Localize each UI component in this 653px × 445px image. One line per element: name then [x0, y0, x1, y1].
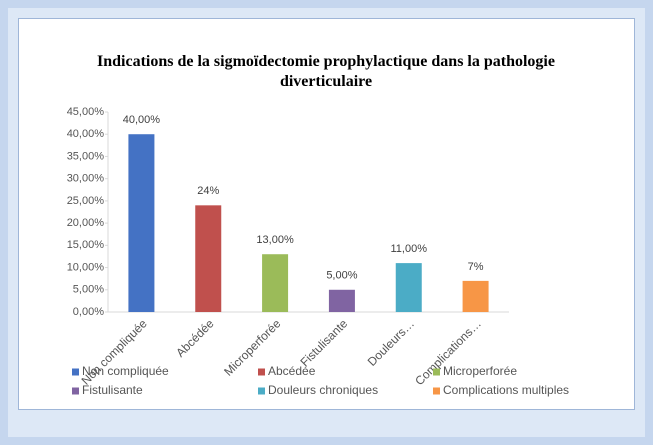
bar	[128, 134, 155, 312]
legend-label: Fistulisante	[82, 383, 143, 397]
data-label: 24%	[197, 185, 219, 197]
data-label: 7%	[468, 261, 484, 273]
y-tick-label: 5,00%	[73, 284, 104, 296]
y-tick-label: 45,00%	[67, 106, 105, 118]
bar	[262, 254, 289, 312]
legend-swatch	[433, 387, 440, 395]
legend-label: Complications multiples	[443, 383, 569, 397]
bar	[395, 263, 422, 312]
y-tick-label: 0,00%	[73, 306, 104, 318]
y-tick-label: 15,00%	[67, 239, 105, 251]
y-tick-label: 35,00%	[67, 150, 105, 162]
chart-title: Indications de la sigmoïdectomie prophyl…	[97, 53, 555, 90]
y-tick-label: 10,00%	[67, 261, 105, 273]
chart-area	[18, 18, 635, 410]
legend-swatch	[258, 387, 265, 395]
legend-label: Abcédée	[268, 364, 316, 378]
legend-swatch	[433, 368, 440, 376]
data-label: 13,00%	[256, 234, 294, 246]
bar	[195, 205, 222, 312]
x-tick-label: Abcédée	[173, 316, 217, 360]
legend-swatch	[258, 368, 265, 376]
y-tick-label: 25,00%	[67, 195, 105, 207]
data-label: 5,00%	[326, 270, 357, 282]
y-tick-label: 40,00%	[67, 128, 105, 140]
data-label: 11,00%	[391, 243, 428, 255]
y-tick-label: 20,00%	[67, 217, 105, 229]
bar	[328, 289, 355, 312]
legend-label: Microperforée	[443, 364, 517, 378]
legend-label: Douleurs chroniques	[268, 383, 378, 397]
data-label: 40,00%	[123, 114, 161, 126]
bar	[462, 280, 489, 312]
legend-swatch	[72, 387, 79, 395]
legend-label: Non compliquée	[82, 364, 169, 378]
x-tick-label: Fistulisante	[297, 316, 350, 369]
legend-swatch	[72, 368, 79, 376]
y-tick-label: 30,00%	[67, 173, 105, 185]
x-tick-label: Douleurs…	[365, 316, 417, 368]
